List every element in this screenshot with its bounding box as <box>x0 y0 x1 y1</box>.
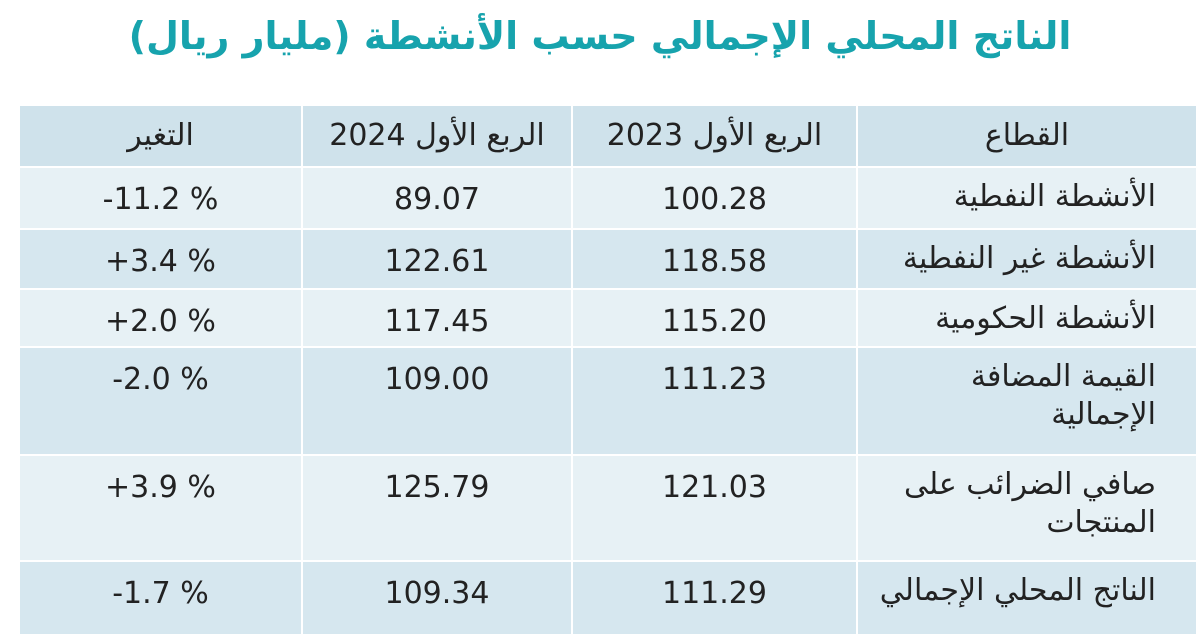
table-row: القيمة المضافة الإجمالية 111.23 109.00 -2.0… <box>18 346 1198 456</box>
table-body: الأنشطة النفطية 100.28 89.07 -11.2 % الأنشطة… <box>18 166 1198 636</box>
value-cell: 111.29 <box>571 560 858 636</box>
value-cell: 121.03 <box>571 454 858 562</box>
value-cell: 89.07 <box>301 166 573 230</box>
value-cell: -2.0 % <box>18 346 303 456</box>
value-cell: 115.20 <box>571 288 858 348</box>
column-header: القطاع <box>856 104 1198 168</box>
value-cell: 111.23 <box>571 346 858 456</box>
column-header: التغير <box>18 104 303 168</box>
value-cell: 117.45 <box>301 288 573 348</box>
value-cell: 125.79 <box>301 454 573 562</box>
value-cell: +2.0 % <box>18 288 303 348</box>
value-cell: 100.28 <box>571 166 858 230</box>
sector-cell: الأنشطة النفطية <box>856 166 1198 230</box>
sector-cell: الأنشطة غير النفطية <box>856 228 1198 290</box>
value-cell: 118.58 <box>571 228 858 290</box>
table-row: الأنشطة الحكومية 115.20 117.45 +2.0 % <box>18 288 1198 348</box>
title: الناتج المحلي الإجمالي حسب الأنشطة (مليا… <box>128 14 1072 58</box>
sector-cell: الناتج المحلي الإجمالي <box>856 560 1198 636</box>
sector-cell: الأنشطة الحكومية <box>856 288 1198 348</box>
sector-cell: صافي الضرائب على المنتجات <box>856 454 1198 562</box>
value-cell: 122.61 <box>301 228 573 290</box>
sector-cell: القيمة المضافة الإجمالية <box>856 346 1198 456</box>
value-cell: +3.9 % <box>18 454 303 562</box>
table-row: الأنشطة النفطية 100.28 89.07 -11.2 % <box>18 166 1198 230</box>
column-header: الربع الأول 2023 <box>571 104 858 168</box>
column-header: الربع الأول 2024 <box>301 104 573 168</box>
table-row: صافي الضرائب على المنتجات 121.03 125.79 +3.… <box>18 454 1198 562</box>
value-cell: +3.4 % <box>18 228 303 290</box>
value-cell: -1.7 % <box>18 560 303 636</box>
value-cell: 109.00 <box>301 346 573 456</box>
gdp-table: القطاع الربع الأول 2023 الربع الأول 2024 ال… <box>18 104 1198 636</box>
header-row: القطاع الربع الأول 2023 الربع الأول 2024 ال… <box>18 104 1198 168</box>
value-cell: 109.34 <box>301 560 573 636</box>
value-cell: -11.2 % <box>18 166 303 230</box>
table-row: الناتج المحلي الإجمالي 111.29 109.34 -1.7 % <box>18 560 1198 636</box>
table-row: الأنشطة غير النفطية 118.58 122.61 +3.4 % <box>18 228 1198 290</box>
